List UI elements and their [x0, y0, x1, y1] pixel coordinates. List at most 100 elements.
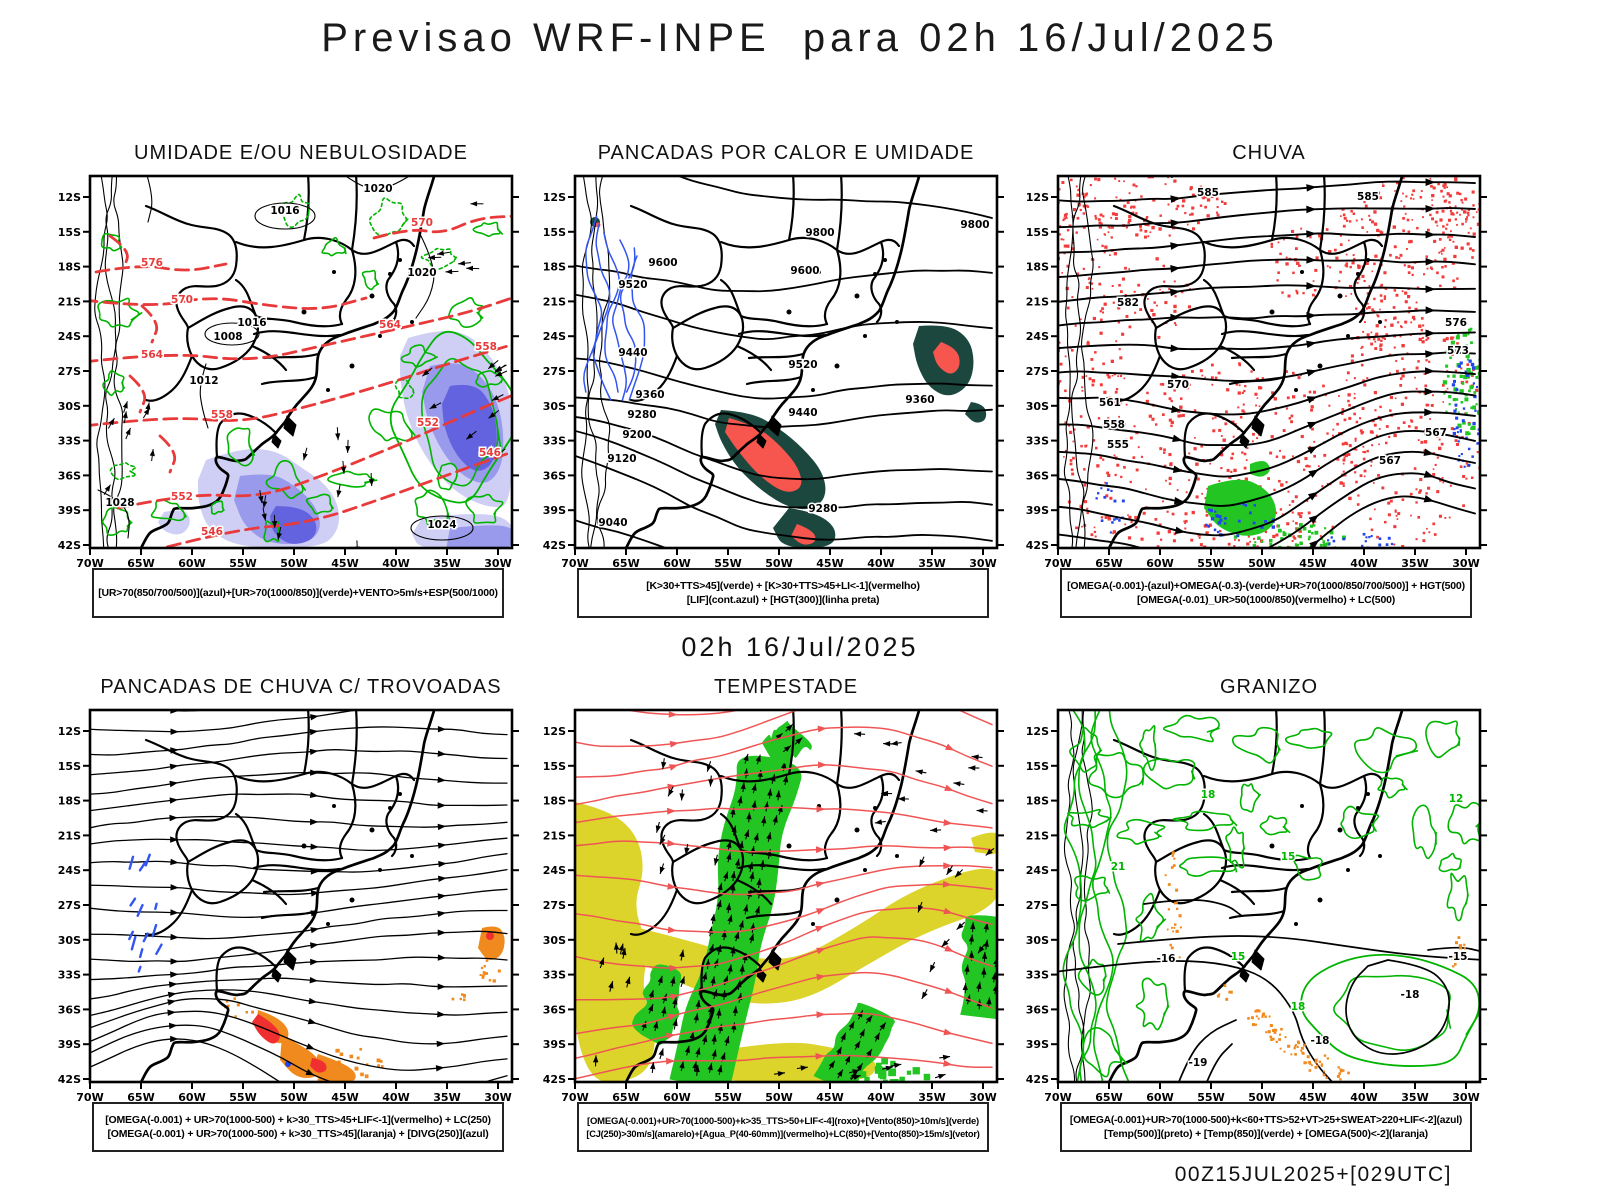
svg-text:15: 15 — [1231, 951, 1246, 963]
svg-text:36S: 36S — [58, 1003, 81, 1016]
svg-text:30W: 30W — [484, 1091, 511, 1102]
svg-text:33S: 33S — [1026, 969, 1049, 982]
panel-title-umidade: UMIDADE E/OU NEBULOSIDADE — [134, 142, 468, 164]
svg-text:-15: -15 — [1449, 951, 1468, 963]
svg-text:55W: 55W — [229, 1091, 256, 1102]
run-timestamp: 00Z15JUL2025+[029UTC] — [1174, 1163, 1452, 1186]
svg-text:50W: 50W — [280, 1091, 307, 1102]
svg-text:-18: -18 — [1311, 1035, 1330, 1047]
map-granizo: 12S 15S 18S 21S 24S 27S 30S 33S 36S 39S 42S 70W 65W 6… — [1026, 708, 1487, 1102]
map-umidade: 12S 15S 18S 21S 24S 27S 30S 33S 36S 39S 42S 70W 65W 6… — [58, 174, 519, 568]
svg-text:39S: 39S — [58, 504, 81, 517]
legend-line: [K>30+TTS>45](verde) + [K>30+TTS>45+LI<-… — [646, 580, 920, 592]
svg-text:21S: 21S — [1026, 829, 1049, 842]
svg-text:39S: 39S — [58, 1038, 81, 1051]
svg-text:564: 564 — [379, 319, 401, 331]
svg-text:15S: 15S — [58, 760, 81, 773]
svg-text:42S: 42S — [543, 1073, 566, 1086]
svg-text:9120: 9120 — [607, 453, 636, 465]
svg-text:35W: 35W — [918, 557, 945, 568]
svg-text:65W: 65W — [1095, 557, 1122, 568]
svg-text:36S: 36S — [1026, 469, 1049, 482]
legend-line: [OMEGA(-0.001) + UR>70(1000-500) + k>30_… — [107, 1128, 489, 1140]
svg-text:70W: 70W — [1044, 557, 1071, 568]
svg-text:60W: 60W — [178, 557, 205, 568]
svg-text:15S: 15S — [543, 760, 566, 773]
svg-text:45W: 45W — [816, 1091, 843, 1102]
svg-text:12S: 12S — [1026, 191, 1049, 204]
svg-text:30W: 30W — [969, 1091, 996, 1102]
svg-text:45W: 45W — [1299, 557, 1326, 568]
map-calor: 12S 15S 18S 21S 24S 27S 30S 33S 36S 39S 42S 70W 65W 6… — [543, 174, 1004, 568]
svg-text:9280: 9280 — [808, 503, 837, 515]
svg-text:570: 570 — [1167, 379, 1189, 391]
panel-title-calor: PANCADAS POR CALOR E UMIDADE — [597, 142, 975, 164]
svg-text:24S: 24S — [1026, 330, 1049, 343]
svg-text:50W: 50W — [765, 557, 792, 568]
svg-text:45W: 45W — [331, 1091, 358, 1102]
svg-text:12: 12 — [1449, 793, 1464, 805]
svg-text:55W: 55W — [1197, 557, 1224, 568]
svg-text:21: 21 — [1111, 861, 1126, 873]
svg-text:24S: 24S — [58, 330, 81, 343]
svg-text:1020: 1020 — [407, 267, 436, 279]
svg-text:60W: 60W — [1146, 1091, 1173, 1102]
svg-text:21S: 21S — [58, 829, 81, 842]
svg-text:65W: 65W — [612, 557, 639, 568]
svg-text:42S: 42S — [1026, 1073, 1049, 1086]
svg-text:21S: 21S — [1026, 295, 1049, 308]
svg-text:18: 18 — [1201, 789, 1216, 801]
svg-text:35W: 35W — [433, 557, 460, 568]
panel-title-trovoadas: PANCADAS DE CHUVA C/ TROVOADAS — [100, 676, 502, 698]
svg-text:9280: 9280 — [627, 409, 656, 421]
svg-text:70W: 70W — [76, 557, 103, 568]
legend-line: [UR>70(850/700/500)](azul)+[UR>70(1000/8… — [98, 587, 498, 599]
svg-text:9360: 9360 — [635, 389, 664, 401]
svg-text:33S: 33S — [58, 969, 81, 982]
svg-text:55W: 55W — [1197, 1091, 1224, 1102]
svg-text:36S: 36S — [543, 1003, 566, 1016]
svg-text:55W: 55W — [714, 1091, 741, 1102]
svg-text:1028: 1028 — [105, 497, 134, 509]
map-chuva: 12S 15S 18S 21S 24S 27S 30S 33S 36S 39S 42S 70W 65W 6… — [1026, 174, 1487, 568]
svg-text:15: 15 — [1281, 851, 1296, 863]
svg-text:39S: 39S — [543, 1038, 566, 1051]
svg-text:21S: 21S — [543, 295, 566, 308]
svg-text:573: 573 — [1447, 345, 1469, 357]
legend-line: [OMEGA(-0.001)+UR>70(1000-500)+k>35_TTS>… — [586, 1115, 979, 1127]
svg-text:45W: 45W — [1299, 1091, 1326, 1102]
svg-text:70W: 70W — [76, 1091, 103, 1102]
svg-text:558: 558 — [475, 341, 497, 353]
svg-text:15S: 15S — [1026, 760, 1049, 773]
svg-text:65W: 65W — [1095, 1091, 1122, 1102]
panel-tempestade: TEMPESTADE 12S 15S 18S 21S 24S 27S 30S 33S 36S 39… — [535, 672, 1005, 1152]
svg-text:1008: 1008 — [213, 331, 242, 343]
svg-text:558: 558 — [1103, 419, 1125, 431]
svg-text:35W: 35W — [918, 1091, 945, 1102]
svg-text:1016: 1016 — [237, 317, 266, 329]
svg-text:55W: 55W — [229, 557, 256, 568]
svg-text:45W: 45W — [331, 557, 358, 568]
svg-text:65W: 65W — [127, 557, 154, 568]
panel-title-tempestade: TEMPESTADE — [713, 676, 859, 698]
svg-text:24S: 24S — [543, 330, 566, 343]
svg-text:570: 570 — [411, 217, 433, 229]
legend-umidade: [UR>70(850/700/500)](azul)+[UR>70(1000/8… — [92, 568, 504, 618]
svg-text:18: 18 — [1291, 1001, 1306, 1013]
svg-text:9600: 9600 — [648, 257, 677, 269]
svg-text:50W: 50W — [280, 557, 307, 568]
svg-text:582: 582 — [1117, 297, 1139, 309]
svg-text:1024: 1024 — [427, 519, 456, 531]
svg-text:546: 546 — [479, 447, 501, 459]
svg-text:39S: 39S — [543, 504, 566, 517]
svg-text:70W: 70W — [561, 1091, 588, 1102]
panel-umidade: UMIDADE E/OU NEBULOSIDADE 12S 15S 18S 21S 24… — [50, 138, 520, 618]
svg-text:39S: 39S — [1026, 504, 1049, 517]
svg-text:-19: -19 — [1189, 1057, 1208, 1069]
svg-text:27S: 27S — [543, 365, 566, 378]
svg-text:12S: 12S — [543, 191, 566, 204]
legend-line: [LIF](cont.azul) + [HGT(300)](linha pret… — [686, 594, 880, 606]
svg-text:1012: 1012 — [189, 375, 218, 387]
svg-text:9440: 9440 — [788, 407, 817, 419]
